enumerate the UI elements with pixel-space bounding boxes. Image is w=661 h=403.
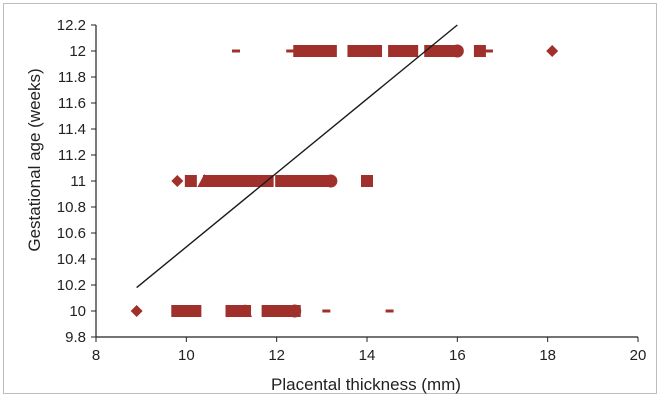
y-tick-label: 11.8 [58,69,86,86]
data-point [286,49,295,53]
y-tick-label: 11.6 [58,95,86,112]
data-point [232,49,241,53]
data-point [288,304,302,318]
data-point [370,45,383,57]
y-tick-label: 9.8 [65,329,86,346]
outer-border [3,3,657,394]
data-point [546,45,559,57]
y-tick-label: 10.6 [57,225,86,242]
data-point [184,175,197,187]
x-axis-label: Placental thickness (mm) [271,375,461,394]
data-point [484,49,493,53]
trendline [136,24,458,289]
y-tick-label: 12 [69,43,86,60]
y-tick-label: 10.8 [57,199,86,216]
data-point [238,304,253,317]
data-point [324,174,338,188]
x-tick-label: 14 [359,347,376,364]
data-point [473,45,486,57]
data-point [130,305,143,317]
y-tick-label: 11 [70,173,86,190]
x-tick-label: 18 [539,347,556,364]
y-tick-label: 11.2 [58,147,86,164]
data-point [406,45,419,57]
data-point [189,305,202,317]
y-axis-ticks: 9.8 10 10.2 10.4 10.6 10.8 11 11.2 11.4 11.6 11.8 1… [57,17,96,346]
x-axis-ticks: 8 10 12 14 16 18 20 [92,337,647,364]
y-tick-label: 10 [69,303,86,320]
x-tick-label: 16 [449,347,466,364]
x-tick-label: 8 [92,347,100,364]
y-tick-label: 10.2 [57,277,86,294]
y-tick-label: 10.4 [57,251,86,268]
x-tick-label: 20 [630,347,647,364]
data-point [385,309,394,313]
y-axis-label: Gestational age (weeks) [25,68,44,251]
x-tick-label: 12 [268,347,285,364]
y-tick-label: 12.2 [57,17,86,34]
data-point [197,174,212,187]
data-point [361,175,373,187]
data-point [322,309,331,313]
y-tick-label: 11.4 [58,121,86,138]
data-points [130,44,559,318]
data-point [324,45,337,57]
data-point [171,175,184,187]
x-tick-label: 10 [178,347,195,364]
data-point [450,44,464,58]
